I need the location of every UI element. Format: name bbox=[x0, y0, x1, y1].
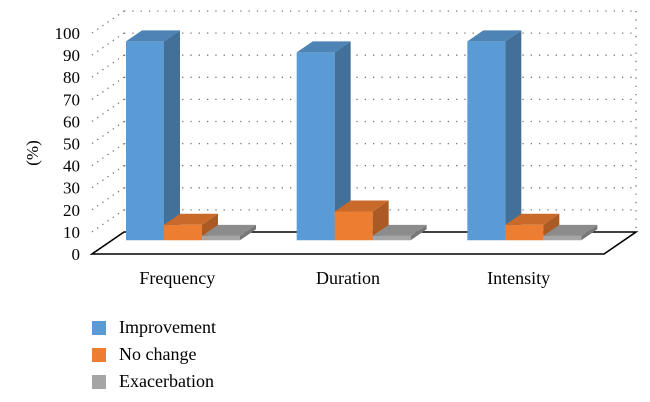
legend-label: No change bbox=[119, 344, 197, 364]
y-tick-label: 0 bbox=[72, 245, 81, 264]
bar-improvement-duration bbox=[296, 41, 351, 241]
chart-gridlines bbox=[91, 10, 637, 233]
y-tick-label: 60 bbox=[63, 112, 80, 131]
bar-side bbox=[581, 224, 598, 241]
bar-front bbox=[164, 224, 202, 241]
legend-swatch bbox=[92, 347, 106, 362]
y-tick-label: 50 bbox=[63, 135, 80, 154]
bar-front bbox=[505, 224, 544, 241]
x-category-label: Intensity bbox=[487, 268, 550, 288]
y-axis-title: (%) bbox=[23, 140, 42, 165]
legend-swatch bbox=[92, 320, 106, 335]
bar-side bbox=[505, 30, 522, 241]
chart-floor bbox=[89, 231, 639, 255]
bar-top bbox=[164, 213, 218, 225]
y-tick-label: 30 bbox=[63, 179, 80, 198]
y-axis-ticks: 0 10 20 30 40 50 60 70 80 90 100 bbox=[55, 24, 81, 264]
side-gridline bbox=[91, 165, 125, 189]
bar-side bbox=[334, 41, 351, 241]
legend-label: Exacerbation bbox=[119, 371, 214, 391]
side-gridline bbox=[91, 209, 125, 233]
legend-item: No change bbox=[92, 341, 216, 368]
bar-top bbox=[467, 30, 522, 42]
bar-side bbox=[164, 30, 180, 241]
side-gridline bbox=[91, 76, 125, 100]
bar-exacerbation-frequency bbox=[202, 224, 256, 241]
bar-no-change-duration bbox=[334, 200, 389, 241]
bar-top bbox=[296, 41, 351, 53]
bar-side bbox=[410, 224, 427, 241]
bar-side bbox=[240, 224, 256, 241]
floor-plane bbox=[89, 231, 639, 255]
bar-exacerbation-duration bbox=[372, 224, 427, 241]
bar-top bbox=[505, 213, 560, 225]
bar-top bbox=[543, 224, 598, 236]
y-tick-label: 100 bbox=[55, 24, 81, 43]
bar-front bbox=[543, 235, 582, 241]
bar-front bbox=[467, 41, 506, 241]
y-tick-label: 80 bbox=[63, 68, 80, 87]
chart-bars bbox=[126, 30, 598, 241]
bar-front bbox=[334, 211, 373, 241]
bar-top bbox=[202, 224, 256, 236]
bar-front bbox=[126, 41, 164, 241]
y-tick-label: 90 bbox=[63, 46, 80, 65]
bar-front bbox=[372, 235, 411, 241]
bar-top bbox=[334, 200, 389, 212]
side-gridline bbox=[91, 143, 125, 167]
bar-exacerbation-intensity bbox=[543, 224, 598, 241]
side-gridline bbox=[91, 120, 125, 145]
y-tick-label: 20 bbox=[63, 201, 80, 220]
x-category-label: Duration bbox=[316, 268, 380, 288]
bar-no-change-frequency bbox=[164, 213, 218, 241]
legend-label: Improvement bbox=[119, 317, 216, 337]
side-gridline bbox=[91, 32, 125, 56]
bar-top bbox=[372, 224, 427, 236]
bar-front bbox=[296, 52, 335, 241]
x-category-label: Frequency bbox=[139, 268, 215, 288]
legend-item: Improvement bbox=[92, 314, 216, 341]
bar-front bbox=[202, 235, 240, 241]
bar-improvement-intensity bbox=[467, 30, 522, 241]
side-gridline bbox=[91, 10, 125, 34]
legend-swatch bbox=[92, 374, 106, 389]
chart-legend: Improvement No change Exacerbation bbox=[92, 314, 216, 395]
y-tick-label: 40 bbox=[63, 157, 80, 176]
y-tick-label: 70 bbox=[63, 90, 80, 109]
x-axis-categories: Frequency Duration Intensity bbox=[139, 268, 550, 288]
bar-improvement-frequency bbox=[126, 30, 180, 241]
bar-top bbox=[126, 30, 180, 42]
side-gridline bbox=[91, 187, 125, 211]
side-gridline bbox=[91, 98, 125, 122]
y-tick-label: 10 bbox=[63, 223, 80, 242]
side-gridline bbox=[91, 54, 125, 78]
legend-item: Exacerbation bbox=[92, 368, 216, 395]
